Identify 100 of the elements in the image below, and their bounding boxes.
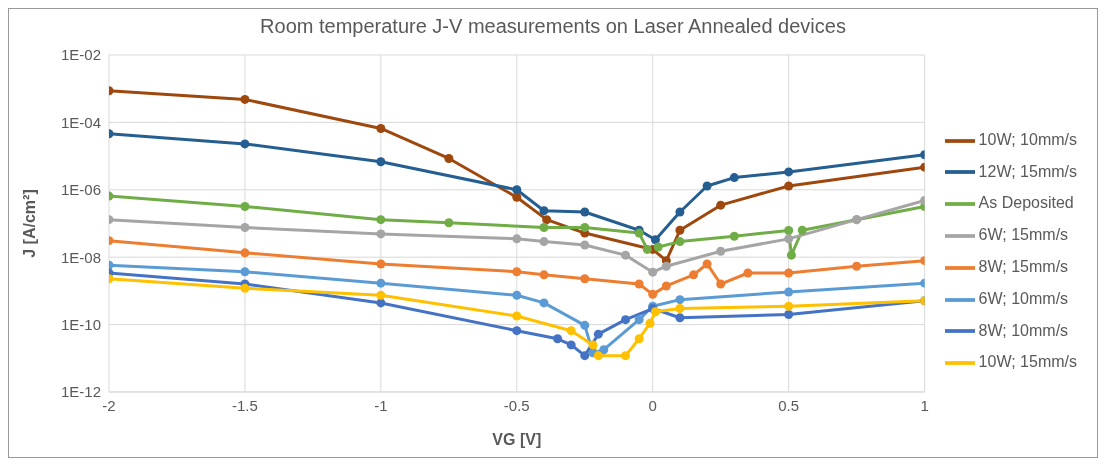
point	[553, 334, 563, 344]
point	[580, 351, 590, 361]
point	[675, 295, 685, 305]
legend-label: 12W; 15mm/s	[978, 162, 1077, 180]
point	[645, 318, 655, 328]
point	[675, 304, 685, 314]
point	[512, 234, 522, 244]
point	[580, 274, 590, 284]
point	[580, 223, 590, 233]
point	[784, 301, 794, 311]
x-tick-label: -1.5	[232, 396, 258, 414]
point	[588, 340, 598, 350]
point	[444, 218, 454, 228]
point	[621, 315, 631, 325]
point	[539, 298, 549, 308]
point	[539, 206, 549, 216]
legend-label: 10W; 15mm/s	[978, 353, 1077, 371]
point	[729, 231, 739, 241]
point	[653, 242, 663, 252]
point	[542, 215, 552, 225]
legend-label: 6W; 10mm/s	[978, 289, 1069, 307]
legend-label: 6W; 15mm/s	[978, 226, 1069, 244]
point	[580, 320, 590, 330]
point	[634, 334, 644, 344]
point	[716, 279, 726, 289]
point	[852, 261, 862, 271]
point	[599, 345, 609, 355]
x-tick-label: -0.5	[503, 396, 530, 414]
x-tick-label: 1	[920, 396, 929, 414]
y-tick-label: 1E-10	[60, 315, 101, 333]
point	[566, 340, 576, 350]
point	[621, 250, 631, 260]
point	[512, 326, 522, 336]
point	[512, 185, 522, 195]
point	[240, 201, 250, 211]
point	[797, 225, 807, 235]
point	[648, 289, 658, 299]
point	[376, 290, 386, 300]
point	[661, 261, 671, 271]
point	[621, 351, 631, 361]
point	[376, 298, 386, 308]
point	[566, 326, 576, 336]
point	[240, 223, 250, 233]
point	[512, 290, 522, 300]
point	[634, 279, 644, 289]
point	[376, 123, 386, 133]
legend-label: 8W; 15mm/s	[978, 258, 1069, 275]
point	[716, 246, 726, 256]
x-tick-label: 0	[648, 396, 657, 414]
point	[580, 207, 590, 217]
point	[240, 283, 250, 293]
point	[512, 192, 522, 202]
point	[743, 268, 753, 278]
chart-title: Room temperature J-V measurements on Laser Annealed devices	[259, 14, 847, 39]
point	[786, 250, 796, 260]
point	[376, 278, 386, 288]
point	[702, 181, 712, 191]
point	[593, 351, 603, 361]
point	[784, 167, 794, 177]
point	[240, 248, 250, 258]
point	[784, 287, 794, 297]
point	[716, 200, 726, 210]
point	[784, 234, 794, 244]
point	[539, 270, 549, 280]
x-tick-label: -1	[374, 396, 388, 414]
y-axis-title: J [A/cm²]	[20, 189, 38, 258]
y-tick-label: 1E-12	[60, 383, 101, 401]
point	[580, 240, 590, 250]
y-tick-label: 1E-06	[60, 181, 101, 199]
point	[689, 270, 699, 280]
point	[634, 315, 644, 325]
point	[784, 226, 794, 235]
point	[729, 173, 739, 183]
point	[444, 153, 454, 163]
point	[539, 223, 549, 233]
point	[376, 215, 386, 225]
y-tick-label: 1E-02	[60, 46, 101, 64]
point	[376, 229, 386, 239]
point	[675, 225, 685, 235]
point	[240, 139, 250, 149]
point	[593, 329, 603, 339]
legend-label: 8W; 10mm/s	[978, 321, 1069, 339]
x-axis-title: VG [V]	[492, 431, 542, 448]
point	[512, 267, 522, 277]
point	[512, 311, 522, 321]
legend-label: 10W; 10mm/s	[978, 130, 1077, 148]
point	[661, 281, 671, 291]
point	[376, 157, 386, 167]
point	[702, 259, 712, 269]
point	[784, 309, 794, 319]
point	[376, 259, 386, 269]
legend-label: As Deposited	[978, 194, 1074, 212]
point	[642, 244, 652, 254]
x-tick-label: -2	[102, 396, 116, 414]
y-tick-label: 1E-04	[60, 113, 101, 131]
x-tick-label: 0.5	[778, 396, 800, 414]
point	[675, 313, 685, 323]
point	[784, 181, 794, 191]
point	[784, 268, 794, 278]
y-tick-label: 1E-08	[60, 248, 101, 266]
